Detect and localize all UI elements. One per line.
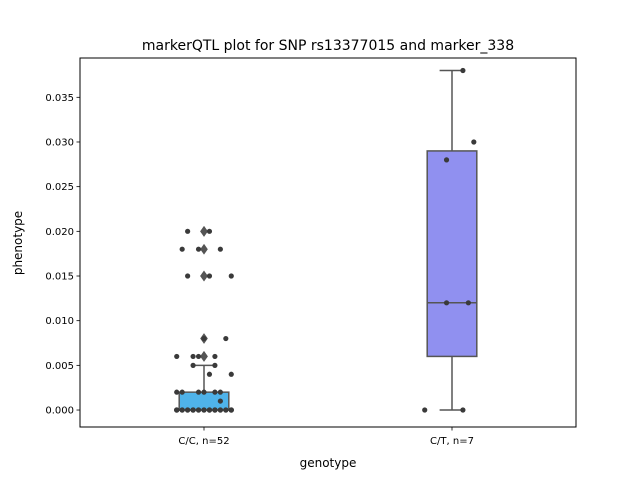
data-point — [228, 273, 234, 279]
y-tick-label: 0.010 — [45, 316, 74, 327]
data-point — [185, 228, 191, 234]
data-point — [228, 407, 234, 413]
box-group — [174, 225, 234, 413]
data-point — [217, 246, 223, 252]
plot-area — [174, 67, 478, 413]
data-point — [190, 362, 196, 368]
data-point — [201, 407, 207, 413]
data-point — [228, 371, 234, 377]
data-point — [460, 67, 466, 74]
data-point — [223, 407, 229, 413]
y-tick-label: 0.020 — [45, 227, 74, 238]
data-point — [174, 407, 180, 413]
x-tick-label: C/C, n=52 — [178, 436, 229, 447]
data-point — [195, 389, 202, 395]
data-point — [460, 407, 466, 413]
box — [426, 150, 478, 358]
data-point — [190, 407, 196, 413]
data-point — [465, 300, 471, 306]
data-point — [195, 246, 202, 252]
data-point — [206, 228, 213, 234]
outlier-marker — [200, 351, 208, 362]
y-tick-label: 0.030 — [45, 137, 74, 148]
data-point — [206, 273, 213, 279]
data-point — [190, 353, 196, 360]
data-point — [443, 300, 450, 306]
data-point — [217, 389, 223, 395]
x-tick-label: C/T, n=7 — [430, 436, 474, 447]
data-point — [206, 371, 213, 377]
data-point — [179, 246, 185, 252]
axes-frame — [79, 57, 577, 428]
data-point — [223, 335, 229, 342]
data-point — [212, 362, 218, 368]
data-point — [422, 407, 428, 413]
data-point — [206, 407, 213, 413]
y-axis-label: phenotype — [11, 211, 25, 275]
outlier-marker — [200, 270, 208, 282]
y-tick-label: 0.035 — [45, 93, 74, 104]
y-tick-label: 0.015 — [45, 272, 74, 283]
data-point — [201, 389, 207, 395]
y-tick-label: 0.005 — [45, 361, 74, 372]
data-point — [212, 353, 218, 360]
data-point — [195, 407, 202, 413]
outlier-marker — [200, 225, 208, 237]
data-point — [217, 407, 223, 413]
box-group — [422, 67, 478, 413]
data-point — [179, 407, 185, 413]
data-point — [201, 335, 207, 342]
data-point — [185, 407, 191, 413]
x-axis: C/C, n=52 C/T, n=7 — [178, 427, 474, 447]
data-point — [174, 353, 180, 360]
x-axis-label: genotype — [300, 456, 357, 470]
y-axis: 0.000 0.005 0.010 0.015 0.020 0.025 0.030 0.035 — [45, 93, 80, 417]
data-point — [212, 389, 218, 395]
y-tick-label: 0.025 — [45, 182, 74, 193]
data-point — [195, 353, 202, 360]
chart-title: markerQTL plot for SNP rs13377015 and ma… — [142, 38, 514, 54]
data-point — [179, 389, 185, 395]
data-point — [185, 273, 191, 279]
outlier-marker — [200, 243, 208, 255]
y-tick-label: 0.000 — [45, 406, 74, 417]
data-point — [443, 157, 450, 163]
data-point — [174, 389, 180, 395]
data-point — [217, 398, 223, 404]
data-point — [471, 139, 477, 145]
data-point — [212, 407, 218, 413]
